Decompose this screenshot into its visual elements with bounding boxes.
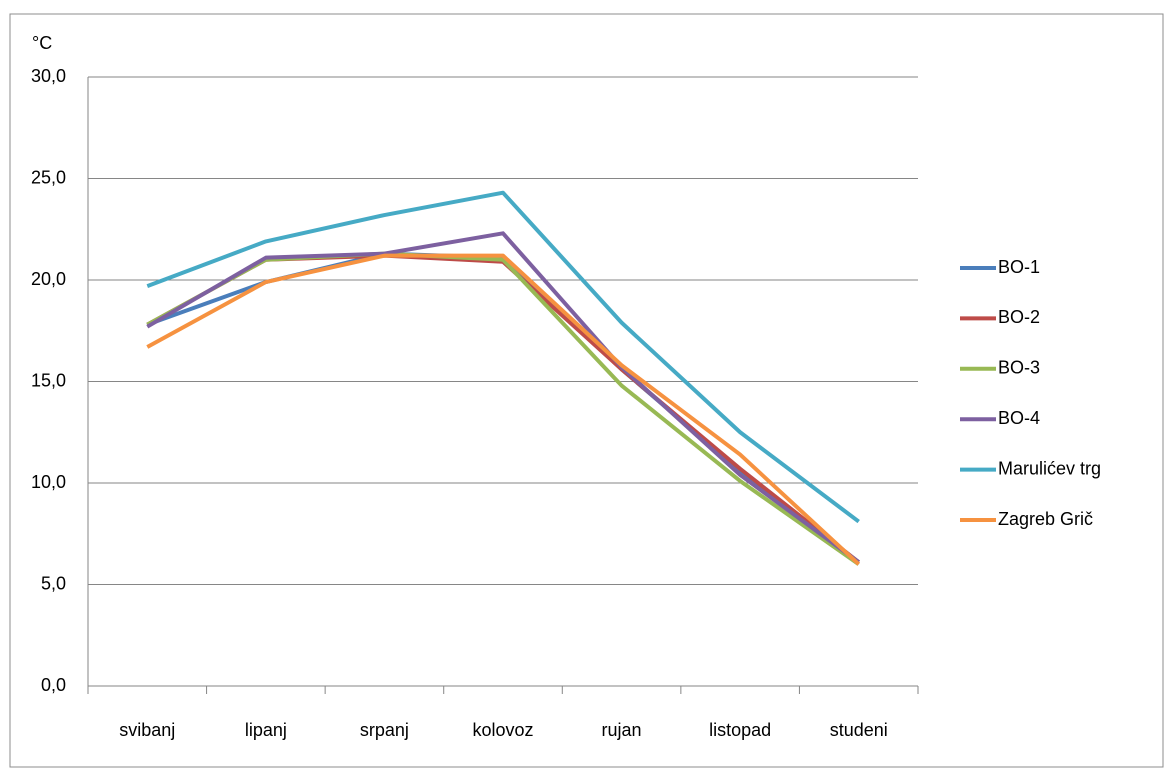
series-line [146,231,860,564]
legend-label: BO-2 [998,307,1040,327]
chart-frame [9,13,1164,768]
x-tick-label: lipanj [245,720,287,740]
series-line [146,253,861,566]
series-line [146,190,860,524]
legend-label: BO-3 [998,358,1040,378]
x-tick-label: kolovoz [472,720,533,740]
legend-label: BO-1 [998,257,1040,277]
x-tick-label: svibanj [119,720,175,740]
x-tick-label: studeni [830,720,888,740]
legend-label: Marulićev trg [998,458,1101,478]
y-tick-label: 30,0 [31,66,66,86]
y-tick-label: 25,0 [31,167,66,187]
y-tick-label: 10,0 [31,472,66,492]
x-tick-label: listopad [709,720,771,740]
y-tick-label: 20,0 [31,269,66,289]
x-tick-label: srpanj [360,720,409,740]
legend-label: Zagreb Grič [998,509,1093,529]
y-tick-label: 5,0 [41,573,66,593]
y-tick-label: 15,0 [31,370,66,390]
x-tick-label: rujan [602,720,642,740]
y-axis-unit: °C [32,33,52,53]
y-tick-label: 0,0 [41,675,66,695]
legend-label: BO-4 [998,408,1040,428]
